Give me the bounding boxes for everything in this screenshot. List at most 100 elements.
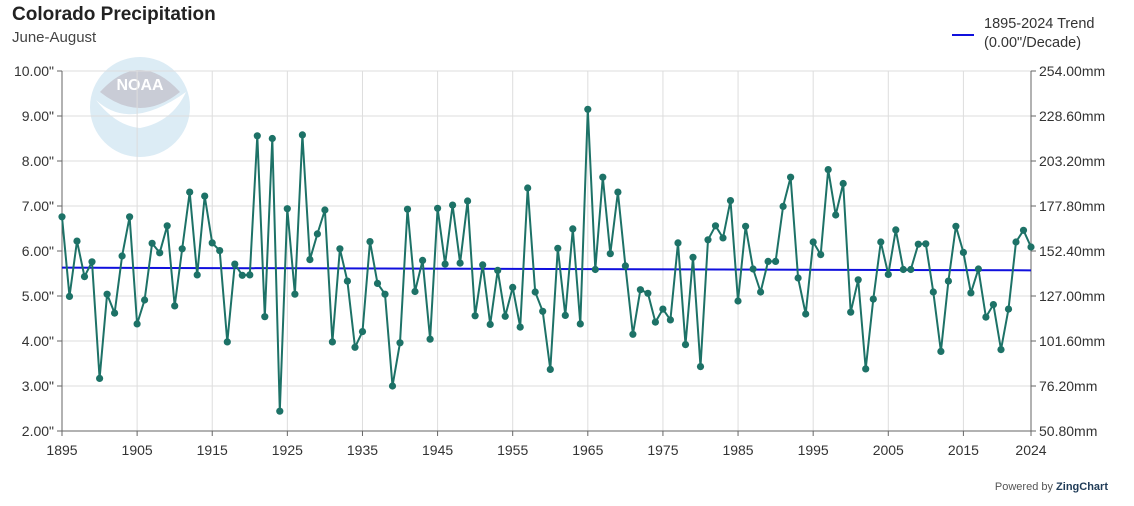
data-point [959, 248, 968, 256]
data-point [456, 259, 464, 267]
data-point [576, 320, 584, 328]
data-point [854, 276, 862, 284]
data-point [546, 365, 554, 373]
data-point [343, 277, 351, 285]
data-point [88, 258, 96, 266]
data-point [899, 265, 907, 274]
x-tick-label: 1945 [422, 442, 453, 458]
data-point [396, 339, 404, 347]
legend[interactable]: 1895-2024 Trend (0.00"/Decade) [952, 15, 1094, 53]
data-point [884, 270, 892, 278]
legend-label: 1895-2024 Trend (0.00"/Decade) [984, 15, 1094, 53]
y-tick-label-right: 76.20mm [1039, 378, 1097, 394]
data-point [471, 312, 479, 320]
axes: 2.00" 50.80mm 3.00" 76.20mm 4.00" 101.60mm 5.0… [14, 63, 1105, 458]
data-point [636, 286, 645, 294]
data-point [403, 205, 412, 213]
data-point [614, 188, 622, 196]
data-point [681, 341, 690, 349]
data-point [554, 244, 562, 252]
trend-layer [61, 266, 1032, 272]
data-point [163, 222, 171, 230]
data-point [141, 296, 149, 304]
y-tick-label-left: 2.00" [22, 423, 54, 439]
credit-prefix: Powered by [994, 481, 1053, 493]
data-point [651, 318, 660, 326]
y-tick-label-left: 10.00" [14, 63, 54, 79]
y-tick-label-right: 152.40mm [1039, 243, 1105, 259]
x-tick-label: 2005 [873, 442, 904, 458]
x-tick-label: 1955 [497, 442, 528, 458]
data-point [696, 363, 705, 371]
data-point [111, 309, 119, 317]
data-point [298, 131, 306, 139]
data-point [922, 240, 930, 248]
y-tick-label-left: 8.00" [22, 153, 54, 169]
data-point [689, 253, 697, 261]
data-point [982, 313, 990, 321]
data-point [832, 211, 840, 219]
data-point [606, 250, 614, 258]
data-point [411, 287, 419, 296]
data-point [531, 288, 539, 296]
data-point [629, 330, 637, 338]
data-point [118, 252, 126, 260]
data-point [929, 288, 937, 296]
data-point [261, 313, 269, 321]
data-point [974, 265, 983, 273]
x-tick-label: 2024 [1015, 442, 1046, 458]
data-point [997, 346, 1005, 354]
y-tick-label-left: 7.00" [22, 198, 54, 214]
data-point [351, 343, 359, 351]
x-tick-label: 1975 [647, 442, 678, 458]
data-point [794, 274, 802, 282]
data-point [73, 237, 81, 245]
y-tick-label-right: 254.00mm [1039, 63, 1105, 79]
noaa-logo-bird [100, 70, 180, 108]
data-point [937, 347, 945, 355]
data-point [321, 206, 329, 214]
data-point [186, 188, 194, 196]
data-point [599, 173, 607, 181]
y-tick-label-right: 203.20mm [1039, 153, 1105, 169]
data-point [779, 202, 787, 210]
y-tick-label-right: 50.80mm [1039, 423, 1097, 439]
data-point [539, 307, 547, 315]
data-point [877, 238, 885, 246]
data-point [666, 316, 675, 324]
data-point [58, 213, 66, 221]
data-point [193, 271, 201, 279]
data-point [306, 256, 314, 264]
data-point [967, 289, 975, 297]
legend-trend-swatch [952, 34, 974, 36]
data-point [358, 328, 367, 336]
data-point [719, 234, 727, 242]
data-point [441, 260, 449, 268]
x-tick-label: 1985 [722, 442, 753, 458]
data-point [914, 240, 922, 248]
grid-lines [61, 70, 1032, 432]
legend-label-line1: 1895-2024 Trend [984, 16, 1095, 32]
data-point [133, 320, 141, 328]
data-point [148, 239, 156, 247]
data-point [944, 277, 953, 285]
powered-by-credit[interactable]: Powered by ZingChart [995, 481, 1108, 493]
data-point [464, 197, 472, 205]
chart-title: Colorado Precipitation [12, 4, 216, 25]
data-point [246, 271, 254, 279]
data-point [802, 310, 810, 318]
x-tick-label: 1995 [798, 442, 829, 458]
data-point [989, 301, 998, 309]
data-point [388, 382, 397, 390]
data-point [1004, 305, 1013, 313]
data-point [449, 201, 457, 209]
data-point [1027, 243, 1035, 251]
data-point [291, 290, 299, 298]
data-point [231, 260, 239, 268]
data-point [1019, 226, 1028, 234]
data-point [862, 365, 870, 373]
data-point [749, 265, 757, 273]
data-point [674, 239, 682, 247]
noaa-logo-text: NOAA [116, 77, 164, 94]
data-point [524, 184, 532, 192]
